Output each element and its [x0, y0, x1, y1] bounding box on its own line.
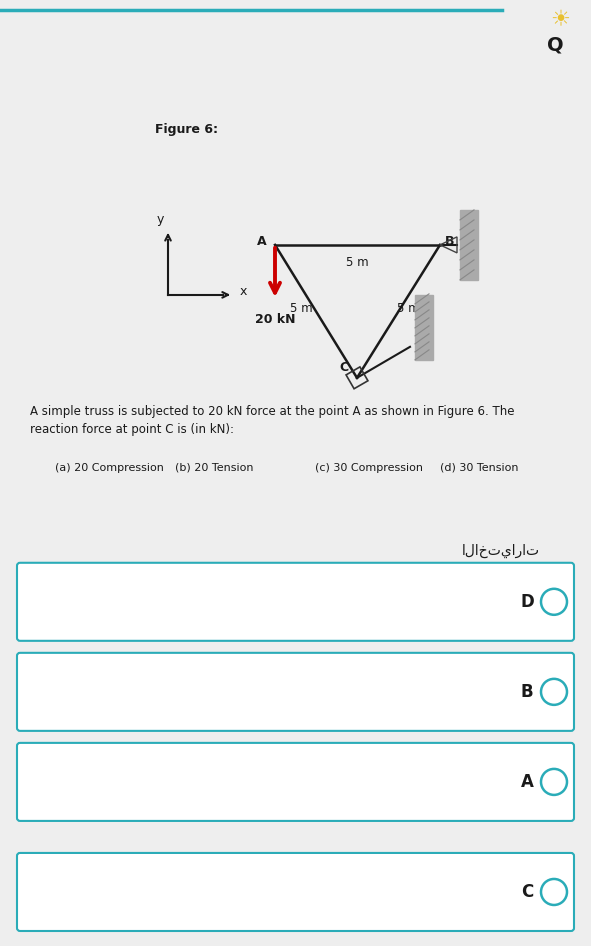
Text: reaction force at point C is (in kN):: reaction force at point C is (in kN): — [30, 423, 234, 436]
Text: Figure 6:: Figure 6: — [155, 123, 218, 136]
FancyBboxPatch shape — [17, 743, 574, 821]
Bar — [415, 295, 433, 359]
FancyBboxPatch shape — [17, 653, 574, 731]
Text: 5 m: 5 m — [290, 302, 312, 315]
Text: D: D — [520, 593, 534, 611]
Text: الاختيارات: الاختيارات — [462, 544, 540, 558]
Text: B: B — [445, 236, 454, 249]
Text: (c) 30 Compression: (c) 30 Compression — [315, 463, 423, 473]
Text: 5 m: 5 m — [346, 256, 369, 270]
Text: A simple truss is subjected to 20 kN force at the point A as shown in Figure 6. : A simple truss is subjected to 20 kN for… — [30, 405, 515, 418]
Text: B: B — [521, 683, 533, 701]
Text: (d) 30 Tension: (d) 30 Tension — [440, 463, 518, 473]
Text: C: C — [521, 883, 533, 901]
Text: y: y — [156, 214, 164, 226]
FancyBboxPatch shape — [17, 563, 574, 640]
Text: A: A — [257, 236, 267, 249]
Text: 20 kN: 20 kN — [255, 313, 296, 325]
Text: ☀: ☀ — [550, 10, 570, 30]
Text: (b) 20 Tension: (b) 20 Tension — [175, 463, 254, 473]
Text: A: A — [521, 773, 534, 791]
Text: 5 m: 5 m — [397, 302, 420, 315]
Bar — [460, 210, 478, 280]
Text: x: x — [239, 286, 246, 298]
Text: Q: Q — [547, 36, 563, 55]
Text: (a) 20 Compression: (a) 20 Compression — [55, 463, 164, 473]
Text: C: C — [340, 360, 349, 374]
FancyBboxPatch shape — [17, 853, 574, 931]
